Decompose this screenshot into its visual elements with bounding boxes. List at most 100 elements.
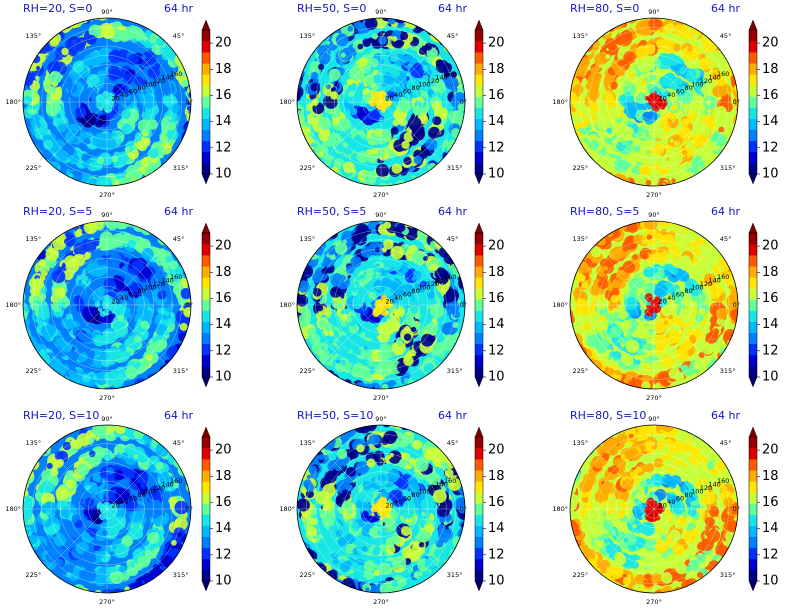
- field-cell: [166, 346, 180, 360]
- field-cell: [413, 155, 423, 165]
- field-cell: [312, 242, 321, 250]
- field-cell: [181, 79, 189, 87]
- field-cell: [432, 80, 446, 95]
- field-cell: [347, 25, 354, 32]
- colorbar-segment: [202, 107, 210, 119]
- colorbar-extend-low: [748, 173, 758, 185]
- angle-tick-label: 270°: [99, 191, 115, 199]
- polar-frame: [22, 17, 192, 187]
- field-cell: [36, 66, 41, 71]
- field-cell: [73, 242, 87, 257]
- field-cell: [422, 154, 428, 159]
- field-cell: [384, 75, 395, 85]
- colorbar-frame: [201, 232, 211, 378]
- field-cell: [665, 39, 675, 49]
- grid-spoke: [380, 101, 441, 162]
- field-cell: [335, 33, 349, 47]
- field-cell: [118, 29, 131, 42]
- field-cell: [342, 161, 355, 174]
- field-cell: [23, 327, 31, 340]
- colorbar-segment: [202, 332, 210, 345]
- field-cell: [657, 182, 664, 186]
- colorbar-segment: [475, 63, 483, 75]
- colorbar-segment: [749, 151, 757, 164]
- field-cell: [150, 274, 163, 287]
- field-cell: [346, 363, 352, 369]
- radial-tick-label: 80: [411, 84, 419, 92]
- field-cell: [299, 56, 308, 65]
- field-cell: [346, 382, 358, 389]
- field-cell: [379, 262, 385, 268]
- field-cell: [123, 126, 129, 132]
- colorbar-segment: [475, 310, 483, 322]
- colorbar-tick-label: 10: [215, 167, 232, 182]
- field-cell: [300, 306, 310, 316]
- field-cell: [571, 107, 576, 113]
- field-cell: [110, 262, 120, 271]
- field-cell: [716, 75, 727, 87]
- angle-tick-label: 180°: [279, 301, 295, 309]
- field-cell: [409, 368, 424, 382]
- field-cell: [435, 59, 444, 67]
- field-cell: [89, 56, 101, 68]
- field-cell: [60, 341, 73, 353]
- radial-tick-label: 60: [403, 88, 411, 96]
- colorbar-segment: [202, 129, 210, 142]
- field-cell: [158, 307, 166, 315]
- radial-tick-label: 160: [444, 70, 456, 78]
- angle-tick-label: 315°: [720, 164, 736, 172]
- radial-tick-label: 140: [161, 277, 173, 285]
- field-cell: [642, 111, 652, 122]
- colorbar-segment: [475, 140, 483, 153]
- radial-tick-label: 120: [153, 280, 165, 288]
- field-cell: [600, 170, 608, 178]
- colorbar-frame: [474, 29, 484, 175]
- field-cell: [445, 335, 451, 340]
- field-cell: [403, 131, 414, 143]
- field-cell: [63, 21, 71, 29]
- field-cell: [426, 24, 438, 36]
- radial-tick-label: 160: [444, 273, 456, 281]
- field-cell: [378, 117, 385, 123]
- panel-time-label: 64 hr: [438, 2, 467, 15]
- colorbar-extend-high: [474, 19, 484, 31]
- field-cell: [605, 54, 611, 60]
- field-cell: [700, 154, 709, 163]
- colorbar-extend-high: [748, 19, 758, 31]
- eye-cell: [644, 95, 650, 101]
- field-cell: [65, 131, 76, 143]
- field-cell: [17, 310, 23, 316]
- field-cell: [357, 386, 365, 389]
- angle-tick-label: 225°: [26, 367, 42, 375]
- field-cell: [336, 378, 347, 389]
- colorbar-extend-high: [201, 19, 211, 31]
- field-cell: [119, 152, 130, 163]
- field-cell: [297, 93, 301, 102]
- field-cell: [322, 235, 328, 241]
- field-cell: [185, 130, 191, 137]
- field-cell: [65, 231, 73, 239]
- angle-tick-label: 225°: [26, 164, 42, 172]
- angle-tick-label: 315°: [173, 367, 189, 375]
- colorbar-tick-label: 12: [762, 140, 779, 155]
- field-cell: [81, 153, 90, 162]
- radial-tick-label: 40: [120, 294, 128, 302]
- field-cell: [617, 179, 622, 184]
- field-cell: [700, 164, 706, 170]
- colorbar-segment: [749, 140, 757, 153]
- field-cell: [320, 237, 327, 244]
- field-cell: [179, 298, 186, 305]
- eye-cell: [381, 309, 389, 317]
- field-cell: [56, 150, 68, 162]
- field-cell: [687, 45, 693, 52]
- grid-spoke: [321, 101, 382, 162]
- angle-tick-label: 315°: [447, 164, 463, 172]
- field-cell: [298, 61, 305, 68]
- field-cell: [38, 304, 50, 315]
- field-cell: [159, 234, 168, 243]
- field-cell: [116, 369, 122, 375]
- colorbar-segment: [749, 107, 757, 119]
